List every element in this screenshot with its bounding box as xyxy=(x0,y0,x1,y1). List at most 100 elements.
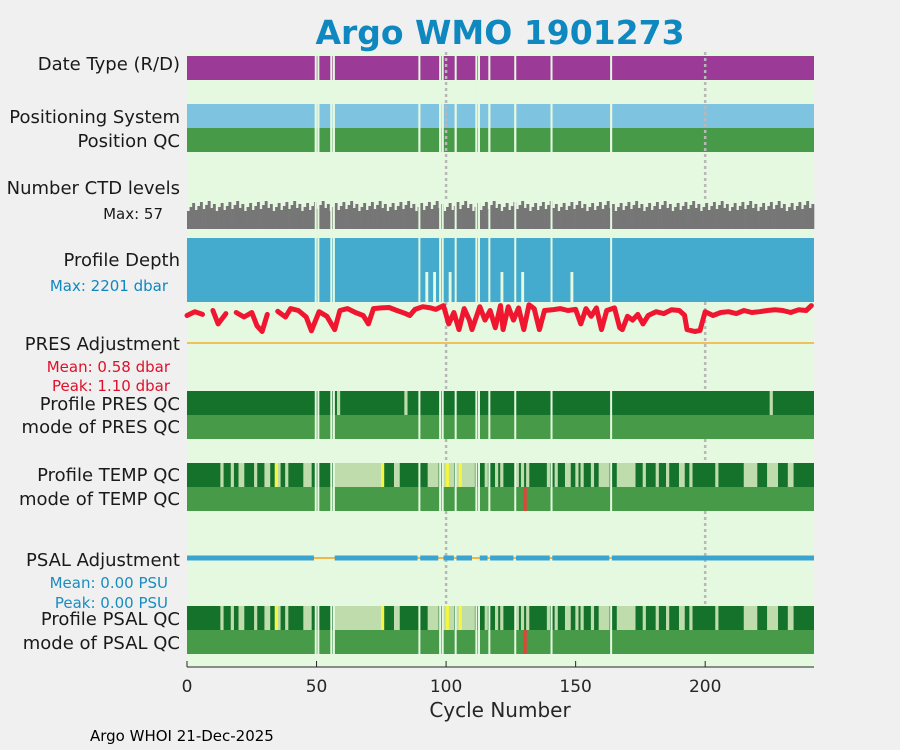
profile-psal-qc-cell xyxy=(642,606,646,630)
profile-psal-qc-cell xyxy=(616,606,620,630)
profile-psal-qc-cell xyxy=(554,606,558,630)
profile-psal-qc-cell xyxy=(567,606,571,630)
ctd-level-bar xyxy=(712,202,716,229)
profile-psal-qc-cell xyxy=(355,606,359,630)
ctd-level-bar xyxy=(793,210,797,229)
ctd-level-bar xyxy=(376,205,380,229)
ctd-level-bar xyxy=(347,205,351,229)
missing-cycle-gap xyxy=(477,463,480,511)
ctd-level-bar xyxy=(482,206,486,229)
missing-cycle-gap xyxy=(475,463,478,511)
ctd-level-bar xyxy=(728,211,732,229)
ctd-level-bar xyxy=(790,203,794,229)
ctd-level-bar xyxy=(342,202,346,229)
profile-psal-qc-cell xyxy=(267,606,271,630)
ctd-level-bar xyxy=(707,210,711,229)
ctd-level-bar xyxy=(529,211,532,229)
ctd-level-bar xyxy=(604,205,608,229)
missing-cycle-gap xyxy=(550,104,553,152)
ctd-level-bar xyxy=(456,202,460,229)
missing-cycle-gap xyxy=(477,391,480,439)
pres-adjustment-line xyxy=(184,309,205,318)
profile-temp-qc-cell xyxy=(466,463,470,487)
missing-cycle-gap xyxy=(439,200,442,302)
row-label-position-qc: Position QC xyxy=(77,131,180,152)
profile-psal-qc-cell xyxy=(787,606,791,630)
ctd-level-bar xyxy=(350,201,354,229)
ctd-level-bar xyxy=(811,204,815,229)
profile-temp-qc-cell xyxy=(655,463,659,487)
profile-psal-qc-cell xyxy=(381,606,385,630)
ctd-level-bar xyxy=(700,211,703,229)
ctd-level-bar xyxy=(544,209,548,229)
ctd-level-bar xyxy=(518,205,522,229)
ctd-level-bar xyxy=(798,202,802,229)
profile-psal-qc-cell xyxy=(445,606,449,630)
profile-psal-qc-cell xyxy=(352,606,356,630)
profile-psal-qc-cell xyxy=(396,606,400,630)
ctd-level-bar xyxy=(402,209,405,229)
ctd-level-bar xyxy=(710,206,714,229)
ctd-level-bar xyxy=(223,210,227,229)
ctd-level-bar xyxy=(637,208,641,229)
ctd-level-bar xyxy=(503,207,506,229)
ctd-level-bar xyxy=(591,203,595,229)
profile-depth-max: Max: 2201 dbar xyxy=(50,277,169,295)
ctd-level-bar xyxy=(705,203,709,229)
ctd-level-bar xyxy=(249,203,253,229)
ctd-level-bar xyxy=(759,207,763,229)
pres-adjustment-line xyxy=(210,308,229,327)
ctd-level-bar xyxy=(293,201,297,229)
profile-temp-qc-cell xyxy=(238,463,242,487)
profile-psal-qc-cell xyxy=(598,606,602,630)
ctd-level-bar xyxy=(399,202,403,229)
missing-cycle-gap xyxy=(475,200,478,302)
ctd-level-bar xyxy=(702,207,706,229)
profile-temp-qc-cell xyxy=(580,463,584,487)
profile-temp-qc-cell xyxy=(458,463,462,487)
ctd-level-bar xyxy=(676,203,680,229)
ctd-level-bar xyxy=(373,209,377,229)
profile-temp-qc-cell xyxy=(456,463,460,487)
ctd-level-bar xyxy=(681,206,685,229)
ctd-level-bar xyxy=(782,204,786,229)
missing-cycle-gaps xyxy=(314,56,613,654)
missing-cycle-gap xyxy=(610,463,613,511)
ctd-level-bar xyxy=(661,205,665,229)
profile-temp-qc-cell xyxy=(666,463,670,487)
ctd-level-bar xyxy=(194,210,198,229)
ctd-level-bar xyxy=(718,205,722,229)
ctd-level-bar xyxy=(389,207,392,229)
ctd-level-bar xyxy=(285,202,289,229)
ctd-level-bar xyxy=(295,208,299,229)
ctd-level-bar xyxy=(692,201,696,229)
ctd-level-bar xyxy=(256,202,260,229)
profile-psal-qc-cell xyxy=(393,606,398,630)
missing-cycle-gap xyxy=(332,606,335,654)
profile-temp-qc-cell xyxy=(606,463,610,487)
missing-cycle-gap xyxy=(454,200,457,302)
missing-cycle-gap xyxy=(441,463,444,511)
row-label-date-type: Date Type (R/D) xyxy=(38,54,180,75)
ctd-level-bar xyxy=(492,201,496,229)
profile-temp-qc-cell xyxy=(432,463,437,487)
profile-psal-qc-cell xyxy=(357,606,361,630)
profile-temp-qc-cell xyxy=(526,463,530,487)
profile-temp-qc-cell xyxy=(461,463,465,487)
profile-temp-qc-cell xyxy=(267,463,271,487)
ctd-level-bar xyxy=(746,205,750,229)
ctd-level-bar xyxy=(557,211,561,229)
ctd-level-bar xyxy=(560,207,563,229)
profile-temp-qc-cell xyxy=(448,463,452,487)
profile-temp-qc-cell xyxy=(362,463,367,487)
profile-psal-qc-cell xyxy=(461,606,465,630)
profile-temp-qc-cell xyxy=(305,463,310,487)
mode-pres-qc-bar xyxy=(187,415,814,439)
missing-cycle-gap xyxy=(441,606,444,654)
profile-temp-qc-cell xyxy=(715,463,719,487)
ctd-level-bar xyxy=(254,206,258,229)
ctd-level-bar xyxy=(381,208,385,229)
ctd-level-bar xyxy=(443,211,447,229)
profile-temp-qc-cell xyxy=(689,463,693,487)
row-label-psal-adjustment: PSAL Adjustment xyxy=(26,550,180,571)
